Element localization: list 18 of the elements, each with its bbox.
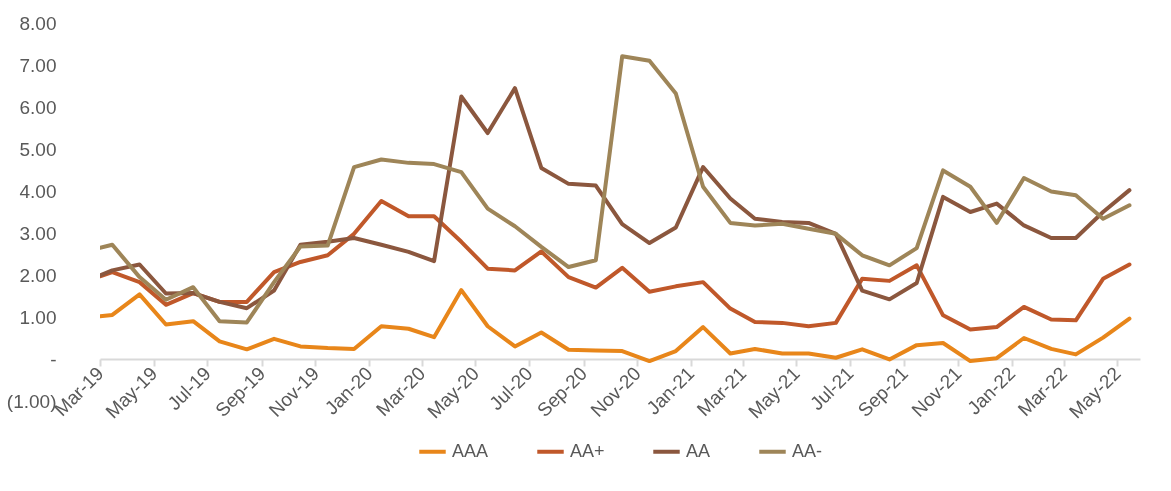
y-tick-label: 7.00 bbox=[19, 54, 57, 76]
y-tick-label: (1.00) bbox=[6, 390, 57, 412]
line-series bbox=[100, 86, 1132, 311]
legend-label: AA bbox=[686, 440, 711, 461]
y-tick-label: 6.00 bbox=[19, 96, 57, 118]
line-series bbox=[100, 199, 1132, 332]
y-tick-label: 1.00 bbox=[19, 306, 57, 328]
y-tick-label: - bbox=[50, 348, 57, 370]
y-tick-label: 3.00 bbox=[19, 222, 57, 244]
legend-label: AAA bbox=[452, 440, 489, 461]
legend-label: AA+ bbox=[570, 440, 605, 461]
line-series bbox=[100, 54, 1132, 325]
y-tick-label: 4.00 bbox=[19, 180, 57, 202]
y-tick-label: 5.00 bbox=[19, 138, 57, 160]
y-tick-label: 8.00 bbox=[19, 12, 57, 34]
legend-label: AA- bbox=[792, 440, 823, 461]
line-series bbox=[100, 288, 1132, 364]
y-tick-label: 2.00 bbox=[19, 264, 57, 286]
